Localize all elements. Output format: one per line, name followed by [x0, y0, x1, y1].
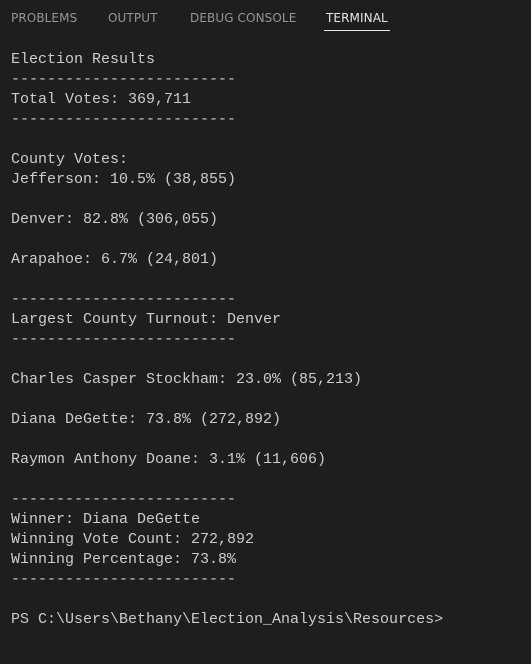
terminal-line: -------------------------	[11, 291, 237, 308]
terminal-line: Diana DeGette: 73.8% (272,892)	[11, 411, 282, 428]
terminal-line: Charles Casper Stockham: 23.0% (85,213)	[11, 371, 363, 388]
terminal-line: Election Results	[11, 51, 156, 68]
panel-tab[interactable]: PROBLEMS	[11, 11, 78, 25]
terminal-line: Winning Percentage: 73.8%	[11, 551, 237, 568]
terminal-line: Jefferson: 10.5% (38,855)	[11, 171, 237, 188]
terminal-line: Arapahoe: 6.7% (24,801)	[11, 251, 219, 268]
panel-tab[interactable]: OUTPUT	[108, 11, 158, 25]
terminal-line: Denver: 82.8% (306,055)	[11, 211, 219, 228]
terminal-line: Winner: Diana DeGette	[11, 511, 201, 528]
active-tab-underline	[324, 30, 390, 31]
terminal-line: County Votes:	[11, 151, 129, 168]
terminal-line: -------------------------	[11, 71, 237, 88]
panel-tab[interactable]: DEBUG CONSOLE	[190, 11, 297, 25]
terminal-line: -------------------------	[11, 331, 237, 348]
terminal-line: -------------------------	[11, 491, 237, 508]
terminal-line: -------------------------	[11, 571, 237, 588]
terminal-line: PS C:\Users\Bethany\Election_Analysis\Re…	[11, 611, 444, 628]
terminal-line: Raymon Anthony Doane: 3.1% (11,606)	[11, 451, 327, 468]
panel-tab[interactable]: TERMINAL	[326, 11, 388, 25]
terminal-line: -------------------------	[11, 111, 237, 128]
terminal-line: Largest County Turnout: Denver	[11, 311, 282, 328]
terminal-line: Winning Vote Count: 272,892	[11, 531, 255, 548]
terminal-line: Total Votes: 369,711	[11, 91, 192, 108]
